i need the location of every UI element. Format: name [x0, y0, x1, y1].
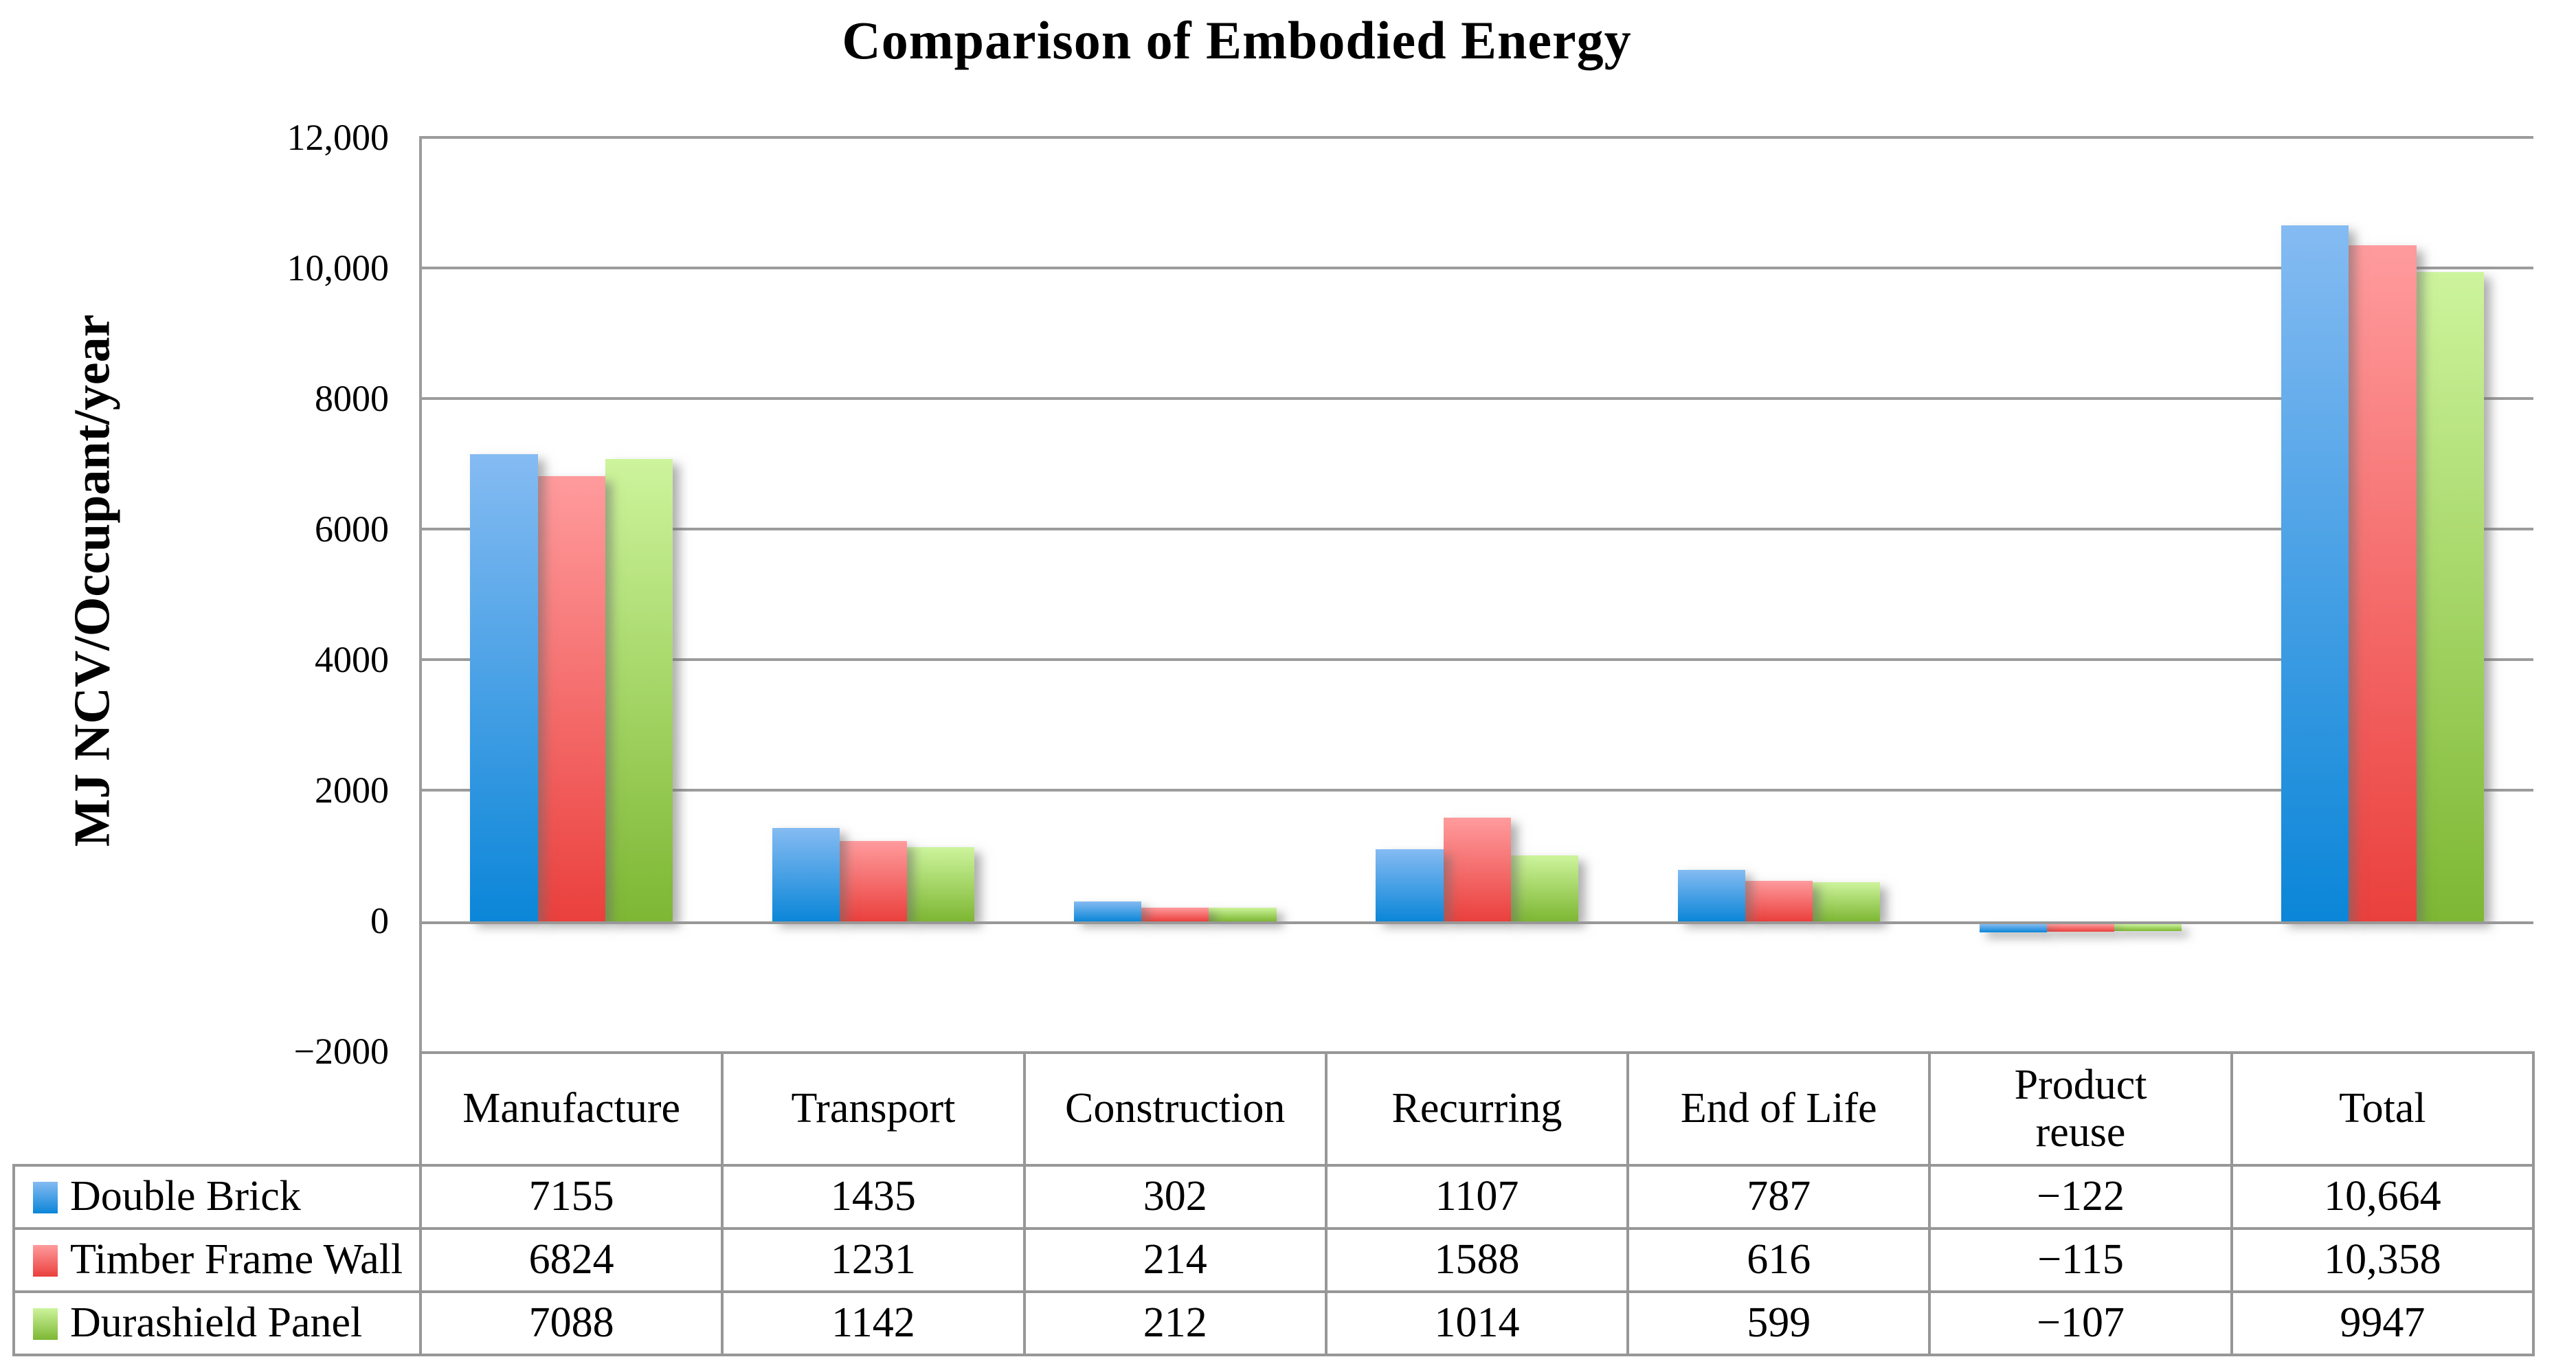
legend-label-timber-frame-wall: Timber Frame Wall	[70, 1236, 403, 1283]
bar-timber-frame-wall-manufacture	[537, 475, 605, 921]
legend-label-durashield-panel: Durashield Panel	[70, 1299, 363, 1347]
bar-double-brick-recurring	[1376, 849, 1444, 921]
table-row-durashield-panel: Durashield Panel 7088 1142 212 1014 599 −107 99…	[12, 1290, 2535, 1356]
table-row-double-brick: Double Brick 7155 1435 302 1107 787 −122 10,664	[12, 1164, 2535, 1230]
gridline-10-000	[421, 267, 2533, 269]
bar-durashield-panel-construction	[1209, 907, 1277, 921]
table-header-row: Manufacture Transport Construction Recurrin…	[14, 1051, 2535, 1167]
table-header-product-reuse: Product reuse	[1928, 1051, 2233, 1167]
legend-swatch-double-brick	[33, 1182, 58, 1214]
table-header-end-of-life: End of Life	[1626, 1051, 1931, 1167]
bar-timber-frame-wall-total	[2349, 245, 2417, 921]
chart-title: Comparison of Embodied Energy	[842, 10, 1632, 70]
bar-durashield-panel-transport	[907, 846, 975, 921]
y-tick-label-0: 0	[370, 900, 389, 941]
zero-axis-line	[421, 921, 2533, 924]
cell-durashield-panel-construction: 212	[1022, 1290, 1328, 1356]
cell-double-brick-total: 10,664	[2230, 1164, 2535, 1230]
bar-durashield-panel-end-of-life	[1812, 882, 1881, 921]
gridline-4000	[421, 658, 2533, 661]
bar-double-brick-construction	[1074, 901, 1142, 921]
bar-timber-frame-wall-product-reuse	[2047, 924, 2115, 932]
table-row-timber-frame-wall: Timber Frame Wall 6824 1231 214 1588 616 −115 1…	[12, 1227, 2535, 1293]
bar-timber-frame-wall-transport	[839, 841, 908, 921]
y-tick-label-2000: 2000	[315, 770, 389, 811]
bar-durashield-panel-product-reuse	[2114, 924, 2182, 932]
cell-timber-frame-wall-manufacture: 6824	[418, 1227, 724, 1293]
cell-durashield-panel-recurring: 1014	[1324, 1290, 1630, 1356]
table-header-construction: Construction	[1022, 1051, 1328, 1167]
table-header-manufacture: Manufacture	[418, 1051, 724, 1167]
legend-cell-durashield-panel: Durashield Panel	[12, 1290, 422, 1356]
bar-double-brick-total	[2281, 225, 2349, 921]
bar-double-brick-product-reuse	[1979, 924, 2048, 932]
cell-double-brick-manufacture: 7155	[418, 1164, 724, 1230]
cell-double-brick-recurring: 1107	[1324, 1164, 1630, 1230]
bar-double-brick-manufacture	[470, 454, 538, 921]
bar-durashield-panel-total	[2416, 272, 2484, 921]
legend-swatch-timber-frame-wall	[33, 1245, 58, 1277]
cell-timber-frame-wall-total: 10,358	[2230, 1227, 2535, 1293]
bar-timber-frame-wall-recurring	[1443, 818, 1511, 921]
y-axis-line	[419, 136, 422, 1051]
legend-cell-double-brick: Double Brick	[12, 1164, 422, 1230]
cell-timber-frame-wall-transport: 1231	[721, 1227, 1026, 1293]
gridline-8000	[421, 397, 2533, 400]
gridline-2000	[421, 789, 2533, 792]
cell-durashield-panel-manufacture: 7088	[418, 1290, 724, 1356]
y-tick-label-4000: 4000	[315, 639, 389, 680]
cell-durashield-panel-product-reuse: −107	[1928, 1290, 2233, 1356]
gridline-12-000	[421, 136, 2533, 139]
bar-double-brick-end-of-life	[1677, 870, 1745, 921]
cell-durashield-panel-transport: 1142	[721, 1290, 1026, 1356]
data-table: Manufacture Transport Construction Recurrin…	[12, 1051, 2535, 1356]
bar-double-brick-transport	[772, 827, 840, 921]
cell-timber-frame-wall-end-of-life: 616	[1626, 1227, 1931, 1293]
bar-timber-frame-wall-construction	[1141, 907, 1209, 921]
y-tick-label-12-000: 12,000	[287, 117, 390, 158]
bar-durashield-panel-recurring	[1510, 855, 1578, 921]
legend-swatch-durashield-panel	[33, 1308, 58, 1341]
table-header-recurring: Recurring	[1324, 1051, 1630, 1167]
legend-label-double-brick: Double Brick	[70, 1173, 301, 1220]
table-header-total: Total	[2230, 1051, 2535, 1167]
bar-timber-frame-wall-end-of-life	[1745, 881, 1813, 921]
cell-timber-frame-wall-product-reuse: −115	[1928, 1227, 2233, 1293]
bar-durashield-panel-manufacture	[605, 458, 673, 921]
y-tick-label-6000: 6000	[315, 508, 389, 550]
table-corner-cell	[14, 1053, 422, 1165]
table-header-transport: Transport	[721, 1051, 1026, 1167]
cell-durashield-panel-total: 9947	[2230, 1290, 2535, 1356]
cell-double-brick-product-reuse: −122	[1928, 1164, 2233, 1230]
cell-double-brick-construction: 302	[1022, 1164, 1328, 1230]
cell-durashield-panel-end-of-life: 599	[1626, 1290, 1931, 1356]
y-tick-label-8000: 8000	[315, 378, 389, 419]
cell-timber-frame-wall-construction: 214	[1022, 1227, 1328, 1293]
cell-double-brick-end-of-life: 787	[1626, 1164, 1931, 1230]
y-tick-label-10-000: 10,000	[287, 247, 390, 289]
legend-cell-timber-frame-wall: Timber Frame Wall	[12, 1227, 422, 1293]
cell-timber-frame-wall-recurring: 1588	[1324, 1227, 1630, 1293]
gridline-6000	[421, 528, 2533, 530]
cell-double-brick-transport: 1435	[721, 1164, 1026, 1230]
